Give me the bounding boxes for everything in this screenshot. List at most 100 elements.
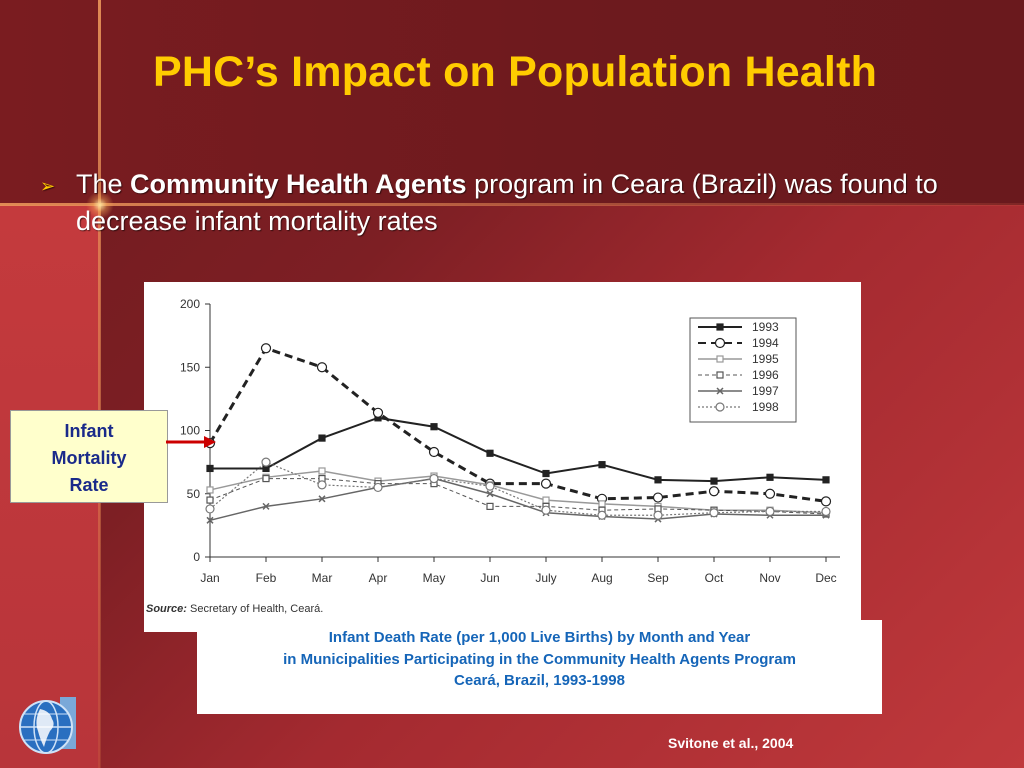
- caption-line-2: in Municipalities Participating in the C…: [283, 651, 796, 668]
- decor-horizontal-line: [0, 203, 1024, 206]
- slide-title: PHC’s Impact on Population Health: [152, 48, 878, 96]
- series-line-1995: [209, 470, 827, 514]
- data-point-1995: [542, 496, 550, 504]
- data-point-1996: [206, 496, 214, 504]
- label-line-2: Mortality: [51, 448, 127, 468]
- bullet-prefix: The: [76, 169, 131, 199]
- data-point-1994: [708, 486, 720, 497]
- data-point-1998: [541, 505, 551, 515]
- data-point-1998: [821, 506, 831, 517]
- data-point-1998: [597, 510, 607, 520]
- legend-label-1997: 1997: [752, 384, 779, 398]
- y-tick-label: 100: [180, 424, 200, 438]
- data-point-1993: [654, 476, 662, 484]
- data-point-1994: [260, 343, 272, 354]
- series-line-1997: [209, 477, 826, 522]
- line-chart: 0 50 100 150 200 Jan Feb Mar Apr May Jun July Aug Sep…: [146, 297, 840, 615]
- data-point-1998: [261, 457, 271, 467]
- data-point-1998: [765, 506, 775, 517]
- legend-marker-1995: [716, 355, 724, 363]
- x-tick-label: Mar: [312, 571, 333, 585]
- data-point-1998: [485, 481, 495, 491]
- label-arrow-icon: [166, 436, 216, 448]
- data-point-1994: [316, 362, 328, 373]
- decor-sparkle: [86, 191, 114, 219]
- data-point-1993: [598, 461, 606, 469]
- data-point-1995: [598, 500, 606, 508]
- legend-marker-1997: [716, 387, 724, 395]
- x-tick-label: May: [423, 571, 446, 585]
- legend-label-1995: 1995: [752, 352, 779, 366]
- legend-label-1994: 1994: [752, 336, 779, 350]
- x-tick-label: Nov: [759, 571, 780, 585]
- data-point-1994: [820, 496, 832, 507]
- data-point-1996: [262, 474, 270, 483]
- chart-panel: 0 50 100 150 200 Jan Feb Mar Apr May Jun July Aug Sep…: [144, 282, 861, 632]
- data-point-1993: [542, 469, 550, 478]
- bullet-bold: Community Health Agents: [130, 169, 467, 199]
- data-point-1997: [262, 502, 270, 510]
- chart-source: Source: Secretary of Health, Ceará.: [146, 603, 323, 615]
- data-point-1994: [372, 407, 384, 418]
- x-tick-label: July: [535, 571, 556, 585]
- series-line-1993: [210, 416, 827, 483]
- chart-legend: [689, 317, 797, 423]
- series-line-1998: [209, 461, 826, 516]
- x-tick-label: Apr: [369, 571, 388, 585]
- legend-marker-1996: [716, 371, 724, 379]
- caption-line-1: Infant Death Rate (per 1,000 Live Births…: [328, 629, 751, 646]
- data-point-1994: [764, 488, 776, 499]
- x-tick-label: Jan: [200, 571, 219, 585]
- legend-marker-1998: [715, 402, 725, 412]
- legend-label-1998: 1998: [752, 400, 779, 414]
- data-point-1997: [486, 490, 494, 498]
- data-point-1998: [653, 510, 663, 520]
- data-point-1997: [318, 495, 326, 503]
- x-tick-label: Aug: [591, 571, 612, 585]
- label-line-3: Rate: [69, 475, 109, 495]
- data-point-1993: [206, 464, 214, 473]
- caption-line-3: Ceará, Brazil, 1993-1998: [454, 672, 625, 689]
- y-axis-label-box: Infant Mortality Rate: [10, 410, 168, 503]
- legend-label-1993: 1993: [752, 320, 779, 334]
- data-point-1995: [318, 467, 326, 475]
- series-line-1996: [209, 478, 827, 515]
- y-tick-label: 150: [180, 360, 200, 374]
- bullet-arrow-icon: ➢: [40, 176, 56, 196]
- y-tick-label: 50: [187, 487, 201, 501]
- decor-vertical-line: [98, 0, 101, 768]
- data-point-1995: [206, 486, 214, 494]
- data-point-1993: [318, 434, 326, 442]
- x-tick-label: Feb: [256, 571, 277, 585]
- data-point-1998: [317, 480, 327, 490]
- label-line-1: Infant: [64, 421, 114, 441]
- title-band: [0, 0, 1024, 205]
- data-point-1994: [652, 492, 664, 503]
- x-tick-label: Sep: [647, 571, 669, 585]
- x-tick-label: Oct: [705, 571, 724, 585]
- data-point-1993: [766, 473, 774, 481]
- globe-logo-icon: [19, 697, 76, 754]
- data-point-1993: [710, 477, 718, 485]
- data-point-1994: [428, 446, 440, 458]
- data-point-1998: [373, 482, 383, 493]
- y-tick-label: 0: [193, 550, 200, 564]
- data-point-1994: [540, 478, 552, 489]
- data-point-1998: [709, 508, 719, 518]
- data-point-1993: [486, 449, 494, 457]
- data-point-1996: [486, 502, 494, 510]
- citation: Svitone et al., 2004: [668, 735, 794, 751]
- data-point-1997: [206, 516, 214, 524]
- x-tick-label: Dec: [815, 571, 836, 585]
- data-point-1993: [822, 476, 830, 484]
- chart-caption: Infant Death Rate (per 1,000 Live Births…: [197, 620, 882, 714]
- bullet-text: The Community Health Agents program in C…: [76, 166, 996, 240]
- y-tick-label: 200: [180, 297, 200, 311]
- legend-marker-1993: [716, 323, 724, 331]
- data-point-1998: [429, 473, 439, 484]
- series-line-1994: [208, 346, 827, 503]
- data-point-1998: [205, 504, 215, 514]
- bullet-suffix: program in Ceara (Brazil) was found to d…: [76, 169, 938, 236]
- legend-label-1996: 1996: [752, 368, 779, 382]
- x-tick-label: Jun: [480, 571, 499, 585]
